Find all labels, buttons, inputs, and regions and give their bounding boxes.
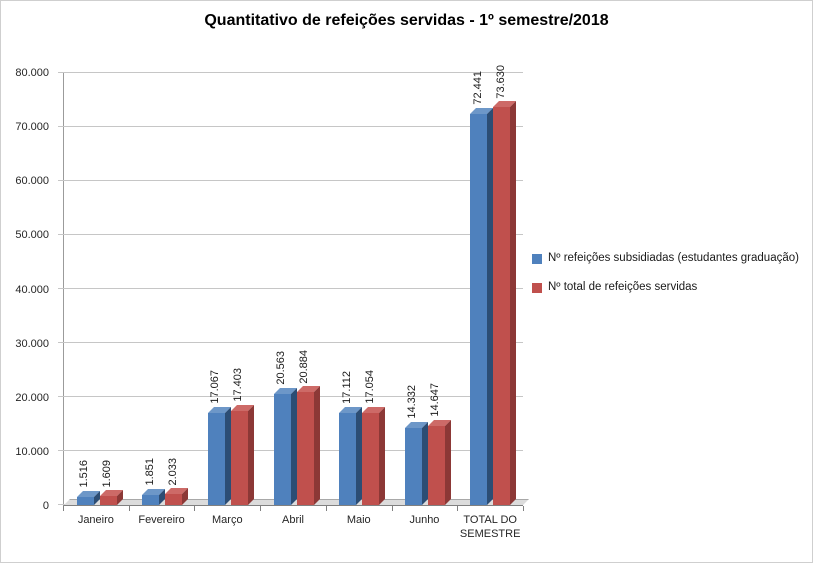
x-axis: Janeiro Fevereiro Março Abril Maio Junho TOTAL… (63, 513, 523, 542)
x-tick-mark (194, 506, 196, 511)
x-category-label: Junho (409, 514, 440, 526)
x-category-label: Janeiro (77, 514, 114, 526)
bar-series-2: 14.647 (427, 383, 451, 505)
x-tick-mark (391, 506, 393, 511)
chart-title: Quantitativo de refeições servidas - 1º … (204, 12, 609, 29)
legend-entry: Nº total de refeições servidas (532, 280, 810, 296)
bar-data-label: 20.884 (298, 349, 311, 384)
x-category-label: Março (212, 514, 243, 526)
bar-series-2: 17.054 (362, 370, 386, 505)
y-tick-label: 30.000 (15, 337, 49, 350)
bar-data-label: 2.033 (166, 457, 179, 486)
bar-series-2: 2.033 (165, 458, 189, 505)
bar-side-face (379, 406, 386, 505)
bar-side-face (313, 386, 320, 505)
bar-series-1: 20.563 (273, 351, 297, 505)
bar-side-face (510, 101, 517, 505)
bar-group: 14.332 14.647 (392, 73, 458, 505)
gridline (58, 180, 523, 181)
gridline (58, 126, 523, 127)
x-category-label: Fevereiro (138, 514, 185, 526)
legend-swatch-series-2 (532, 282, 542, 293)
x-tick-mark (63, 506, 64, 511)
x-tick-mark (260, 506, 262, 511)
y-tick-label: 20.000 (15, 391, 49, 404)
bar-series-2: 1.609 (99, 460, 123, 505)
x-axis-ticks (63, 506, 524, 511)
legend-swatch-series-1 (532, 254, 542, 264)
bar-data-label: 1.516 (78, 460, 91, 488)
gridline (58, 288, 523, 289)
bar-series-1: 14.332 (404, 385, 428, 505)
bar-group: 17.067 17.403 (195, 73, 261, 505)
gridline (58, 342, 523, 343)
bar-group: 20.563 20.884 (261, 73, 327, 505)
y-tick-label: 40.000 (15, 283, 49, 296)
bar-data-label: 14.647 (429, 383, 442, 417)
bar-group: 72.441 73.630 (457, 65, 523, 505)
bar-data-label: 14.332 (406, 384, 419, 419)
y-tick-label: 50.000 (15, 229, 49, 242)
bar-data-label: 72.441 (471, 71, 484, 105)
bar-series-2: 73.630 (493, 65, 517, 505)
bar-group: 1.516 1.609 (64, 73, 130, 505)
x-tick-mark (128, 506, 130, 511)
y-tick-label: 70.000 (15, 121, 49, 134)
bar-group: 1.851 2.033 (130, 73, 196, 505)
x-category-label: Maio (346, 514, 371, 526)
legend-label: Nº total de refeições servidas (548, 280, 698, 293)
bar-series-2: 20.884 (296, 350, 320, 505)
bar-data-label: 1.609 (101, 459, 114, 488)
bar-data-label: 73.630 (494, 64, 507, 99)
bar-data-label: 17.403 (232, 368, 245, 403)
bar-data-label: 1.851 (143, 458, 156, 487)
bar-data-label: 17.067 (209, 370, 222, 404)
bar-series-1: 17.067 (207, 370, 231, 505)
y-tick-label: 80.000 (15, 67, 49, 79)
bar-series-2: 17.403 (230, 368, 254, 505)
y-tick-label: 10.000 (15, 445, 49, 458)
x-category-label: TOTAL DO SEMESTRE (459, 514, 521, 541)
gridline (58, 234, 523, 235)
legend-label: Nº refeições subsidiadas (estudantes gra… (548, 252, 799, 264)
gridline (58, 72, 523, 73)
bar-groups: 1.516 1.609 1.851 2.033 17.067 17.403 20.563 20… (64, 65, 523, 505)
x-tick-mark (457, 506, 459, 511)
x-tick-mark (523, 506, 524, 511)
bar-series-1: 72.441 (470, 71, 494, 505)
y-tick-label: 60.000 (15, 175, 49, 188)
bar-side-face (444, 419, 451, 505)
bar-data-label: 20.563 (275, 351, 288, 385)
bar-data-label: 17.054 (363, 370, 376, 404)
bar-series-1: 17.112 (339, 371, 363, 505)
y-axis: 0 10.000 20.000 30.000 40.000 50.000 60.000 70.… (1, 67, 58, 512)
legend: Nº refeições subsidiadas (estudantes gra… (532, 251, 810, 308)
bar-series-1: 1.851 (142, 458, 166, 505)
y-tick-label: 0 (42, 500, 49, 512)
x-category-label: Abril (282, 514, 305, 526)
plot-area: 1.516 1.609 1.851 2.033 17.067 17.403 20.563 20… (58, 65, 529, 506)
bar-side-face (247, 405, 254, 505)
legend-entry: Nº refeições subsidiadas (estudantes gra… (532, 251, 810, 267)
x-tick-mark (325, 506, 327, 511)
bar-series-1: 1.516 (76, 460, 100, 505)
bar-data-label: 17.112 (340, 370, 353, 404)
bar-group: 17.112 17.054 (326, 73, 392, 505)
